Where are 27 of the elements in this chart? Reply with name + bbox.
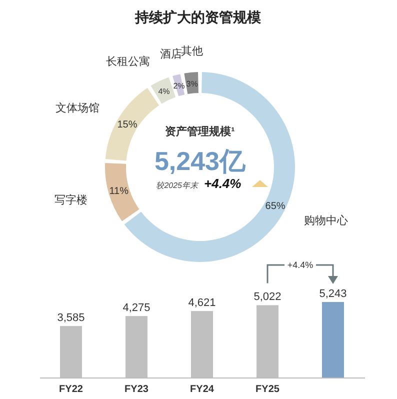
data-label: 5,022 — [254, 291, 282, 304]
text: 资产管理规模¹ — [165, 125, 236, 138]
data-label: 3% — [186, 79, 198, 88]
slice-label: 其他 — [180, 44, 203, 58]
text: +4.4% — [204, 176, 242, 191]
chart-title: 持续扩大的资管规模 — [134, 9, 262, 25]
x-tick-label: FY25 — [256, 384, 280, 395]
data-label: 4,275 — [122, 302, 150, 314]
slice-label: 购物中心 — [304, 214, 348, 228]
data-label: 3,585 — [57, 312, 85, 324]
slice-label: 文体场馆 — [55, 101, 100, 114]
slice-label: 写字楼 — [54, 194, 88, 207]
x-tick-label: FY24 — [190, 384, 214, 395]
text: 5,243亿 — [154, 146, 247, 176]
data-label: 4,621 — [188, 297, 216, 310]
x-tick-label: FY22 — [59, 384, 84, 395]
text: 较2025年末 — [156, 181, 199, 190]
data-label: 5,243 — [319, 288, 347, 300]
slice-label: 酒店 — [160, 48, 182, 61]
data-label: 2% — [173, 82, 185, 91]
data-label: 15% — [117, 119, 138, 130]
x-tick-label: FY23 — [124, 384, 149, 395]
data-label: 4% — [158, 87, 170, 96]
slice-label: 长租公寓 — [106, 55, 150, 68]
data-label: 65% — [265, 200, 286, 212]
text: +4.4% — [287, 260, 314, 270]
data-label: 11% — [109, 186, 129, 198]
